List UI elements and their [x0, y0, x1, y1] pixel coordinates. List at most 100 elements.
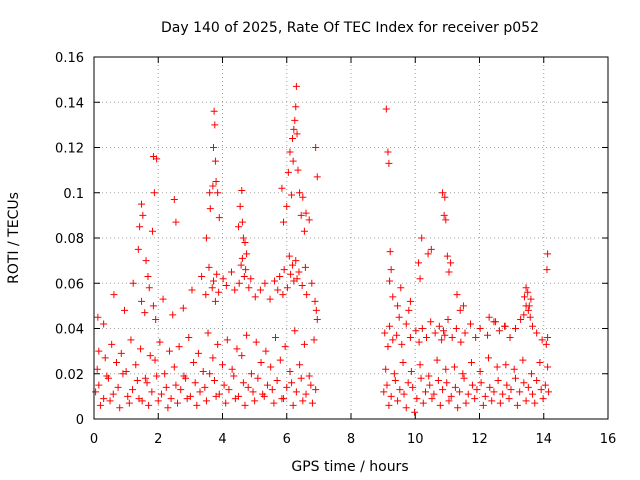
data-point [240, 272, 248, 280]
data-point [251, 397, 259, 405]
data-point [402, 404, 410, 412]
data-point [476, 367, 484, 375]
data-point [292, 388, 300, 396]
data-point [206, 370, 214, 378]
data-point [398, 340, 406, 348]
data-point [300, 227, 308, 235]
data-point [299, 397, 307, 405]
data-point [525, 302, 533, 310]
x-tick-label: 16 [600, 432, 617, 447]
data-point [443, 252, 451, 260]
data-point [276, 272, 284, 280]
data-point [135, 395, 143, 403]
data-point [385, 401, 393, 409]
data-point [393, 331, 401, 339]
data-point [502, 361, 510, 369]
data-point [524, 288, 532, 296]
data-point [141, 309, 149, 317]
data-point [283, 284, 291, 292]
data-point [208, 284, 216, 292]
data-point [251, 293, 259, 301]
data-point [156, 338, 164, 346]
data-point [302, 390, 310, 398]
data-point [544, 363, 552, 371]
data-point [297, 211, 305, 219]
data-point [180, 372, 188, 380]
data-point [531, 399, 539, 407]
data-point [529, 390, 537, 398]
data-point [227, 268, 235, 276]
data-point [276, 356, 284, 364]
data-point [117, 349, 125, 357]
data-point [204, 329, 212, 337]
data-point [190, 358, 198, 366]
data-point [159, 295, 167, 303]
data-point [438, 336, 446, 344]
data-point [387, 266, 395, 274]
x-axis-tick-labels: 0 2 4 6 8 10 12 14 16 [90, 432, 616, 447]
data-point [211, 121, 219, 129]
data-point [267, 363, 275, 371]
data-point [391, 377, 399, 385]
data-point [496, 399, 504, 407]
data-point [527, 295, 535, 303]
data-point [271, 277, 279, 285]
data-point [397, 284, 405, 292]
data-point [280, 266, 288, 274]
data-point [106, 397, 114, 405]
data-point [260, 392, 268, 400]
data-point [386, 248, 394, 256]
data-point [146, 352, 154, 360]
data-point [262, 347, 270, 355]
data-point [445, 268, 453, 276]
data-point [539, 395, 547, 403]
data-point [473, 386, 481, 394]
y-tick-label: 0.1 [63, 187, 84, 202]
data-point [293, 130, 301, 138]
data-point [144, 272, 152, 280]
data-point [235, 223, 243, 231]
data-point [169, 311, 177, 319]
data-point [507, 386, 515, 394]
data-point [211, 157, 219, 165]
data-point [484, 331, 492, 339]
data-point [490, 388, 498, 396]
data-point [175, 343, 183, 351]
data-point [390, 370, 398, 378]
data-point [289, 157, 297, 165]
data-point [312, 386, 320, 394]
data-point [222, 282, 230, 290]
data-point [425, 372, 433, 380]
data-point [499, 390, 507, 398]
data-point [533, 377, 541, 385]
data-point [468, 381, 476, 389]
data-point [280, 218, 288, 226]
data-point [206, 205, 214, 213]
data-point [409, 383, 417, 391]
data-points [92, 82, 553, 416]
data-point [263, 381, 271, 389]
data-point [467, 320, 475, 328]
data-point [153, 372, 161, 380]
data-point [407, 367, 415, 375]
data-point [210, 277, 218, 285]
data-point [134, 245, 142, 253]
data-point [406, 297, 414, 305]
data-point [188, 286, 196, 294]
data-point [461, 329, 469, 337]
data-point [209, 354, 217, 362]
data-point [239, 379, 247, 387]
data-point [233, 345, 241, 353]
data-point [100, 395, 108, 403]
data-point [103, 372, 111, 380]
data-point [296, 189, 304, 197]
data-point [387, 392, 395, 400]
data-point [414, 259, 422, 267]
data-point [524, 306, 532, 314]
data-point [202, 397, 210, 405]
data-point [513, 401, 521, 409]
data-point [202, 234, 210, 242]
data-point [384, 148, 392, 156]
x-tick-label: 6 [283, 432, 291, 447]
data-point [161, 370, 169, 378]
